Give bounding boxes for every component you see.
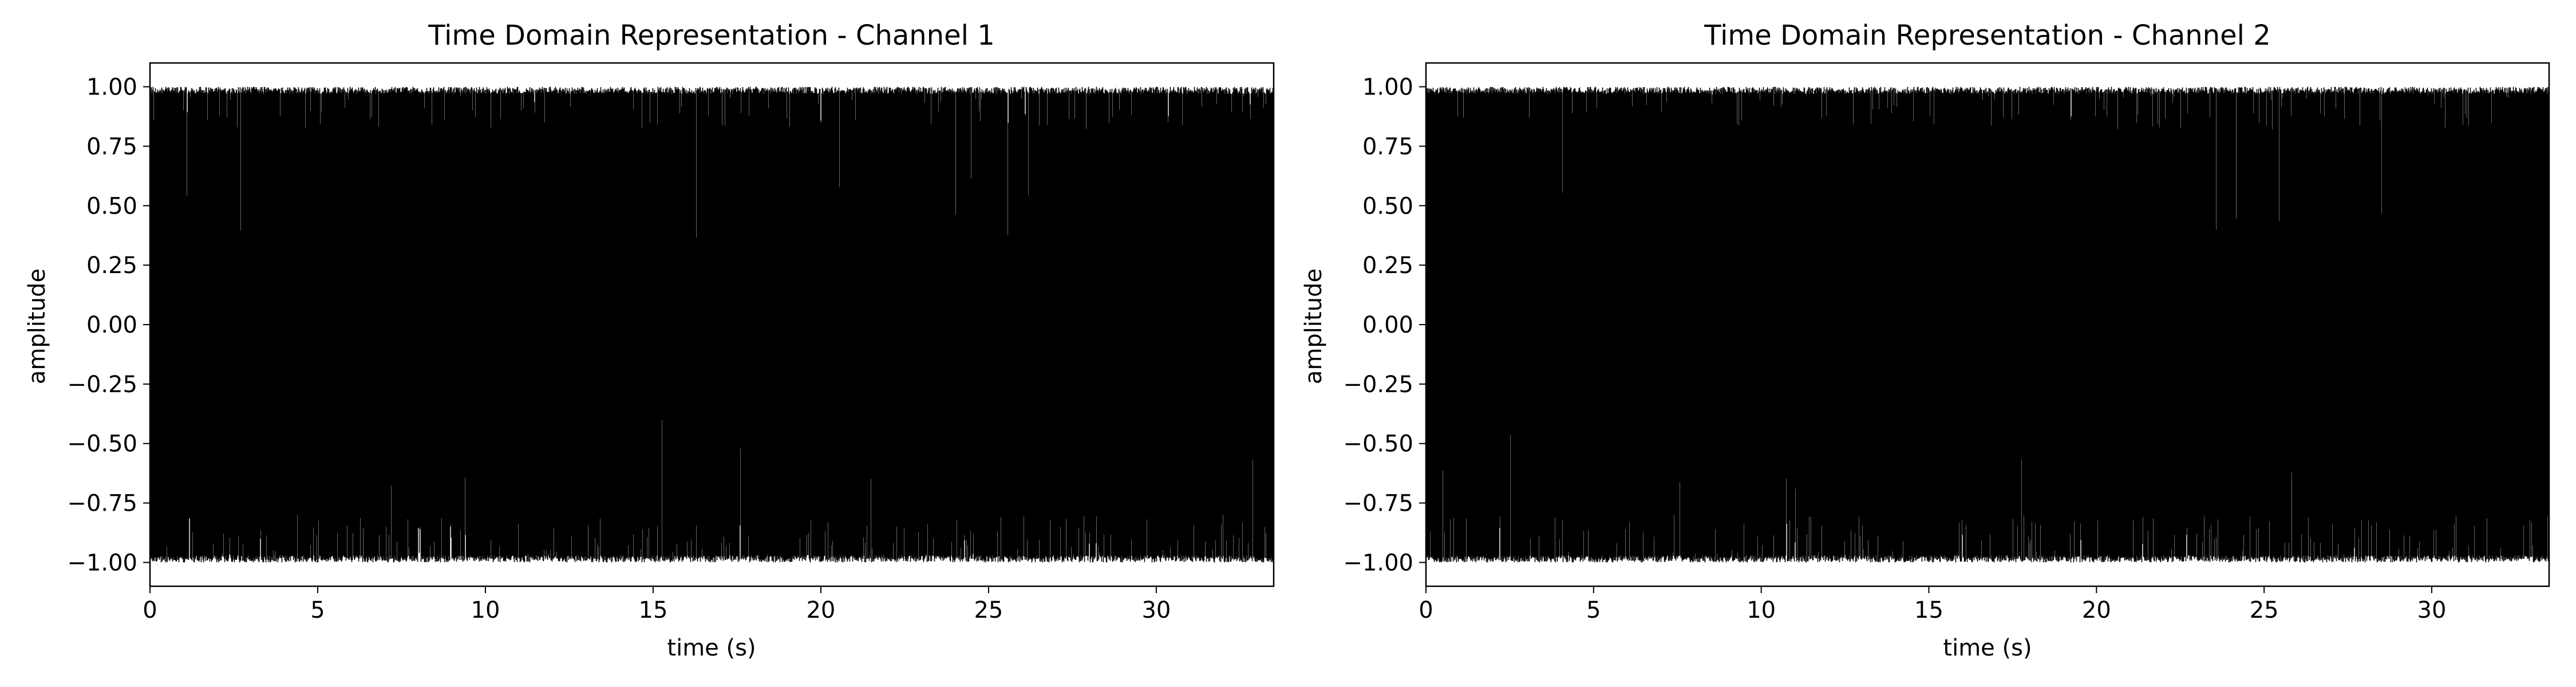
chart-panel-1: Time Domain Representation - Channel 1 a…: [24, 19, 1275, 661]
y-tick-label: −0.25: [1343, 372, 1413, 398]
y-tick-label: −0.75: [67, 491, 137, 517]
y-tick-label: 0.50: [1362, 193, 1413, 219]
y-tick-label: −1.00: [1343, 550, 1413, 576]
y-tick-label: 1.00: [1362, 74, 1413, 101]
y-axis-label: amplitude: [1301, 269, 1327, 384]
y-tick-label: −0.25: [67, 372, 137, 398]
x-tick-label: 20: [806, 597, 835, 623]
y-tick-label: −0.75: [1343, 491, 1413, 517]
x-tick-label: 15: [639, 597, 668, 623]
x-tick-label: 5: [1586, 597, 1601, 623]
x-tick-label: 15: [1914, 597, 1943, 623]
chart-title: Time Domain Representation - Channel 1: [428, 19, 994, 52]
chart-title: Time Domain Representation - Channel 2: [1704, 19, 2270, 52]
x-tick-label: 20: [2082, 597, 2111, 623]
plot-area: 0 5 10 15 20 25 30 −1.00 −0.75 −0.50 −0.25 0.00 0.25…: [67, 62, 1275, 623]
x-tick-label: 30: [1141, 597, 1171, 623]
plot-area: 0 5 10 15 20 25 30 −1.00 −0.75 −0.50 −0.25 0.00 0.25…: [1343, 62, 2550, 623]
y-tick-label: 0.75: [86, 133, 137, 160]
x-tick-label: 30: [2417, 597, 2447, 623]
y-tick-label: 0.00: [86, 312, 137, 338]
y-tick-label: −0.50: [67, 431, 137, 457]
waveform-series: [149, 86, 1274, 563]
x-tick-label: 0: [1419, 597, 1433, 623]
y-tick-label: 1.00: [86, 74, 137, 101]
y-axis-label: amplitude: [24, 269, 50, 384]
y-tick-label: −1.00: [67, 550, 137, 576]
x-tick-label: 10: [1747, 597, 1776, 623]
y-tick-label: 0.25: [86, 252, 137, 279]
x-tick-label: 5: [310, 597, 325, 623]
x-tick-label: 25: [974, 597, 1003, 623]
y-tick-label: 0.50: [86, 193, 137, 219]
x-axis-label: time (s): [667, 635, 756, 661]
chart-panel-2: Time Domain Representation - Channel 2 a…: [1301, 19, 2550, 661]
waveform-series: [1425, 86, 2550, 563]
y-tick-label: 0.25: [1362, 252, 1413, 279]
x-tick-label: 10: [471, 597, 500, 623]
x-tick-label: 25: [2250, 597, 2279, 623]
y-tick-label: 0.75: [1362, 133, 1413, 160]
x-axis-label: time (s): [1943, 635, 2032, 661]
y-tick-label: −0.50: [1343, 431, 1413, 457]
x-tick-label: 0: [143, 597, 157, 623]
y-tick-label: 0.00: [1362, 312, 1413, 338]
